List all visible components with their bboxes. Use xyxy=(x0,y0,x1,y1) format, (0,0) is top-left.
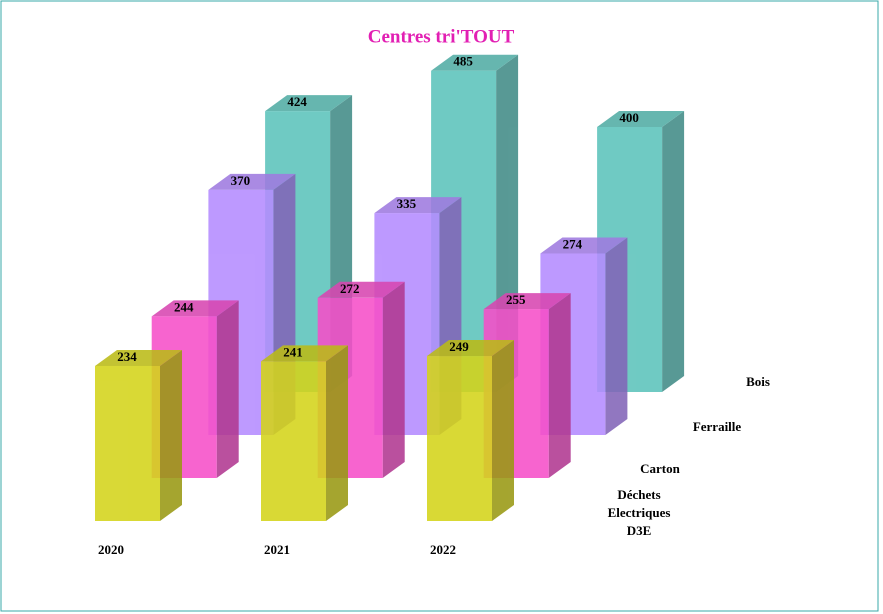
bar-top xyxy=(265,95,353,112)
value-label: 272 xyxy=(340,281,360,296)
bar-side xyxy=(605,237,628,435)
bar-side xyxy=(160,349,182,521)
bar-side xyxy=(216,300,239,478)
chart-title: Centres tri'TOUT xyxy=(368,26,515,47)
value-label: 370 xyxy=(231,173,251,188)
bar-3d xyxy=(95,349,182,521)
bar-3d xyxy=(261,345,348,521)
x-tick-label: 2022 xyxy=(430,542,456,557)
value-label: 274 xyxy=(563,236,583,251)
legend-label: Déchets Electriques D3E xyxy=(608,487,671,538)
value-label: 249 xyxy=(449,339,469,354)
bar-side xyxy=(492,340,514,521)
bar-top xyxy=(427,340,514,357)
legend-label: Bois xyxy=(746,374,770,389)
bar-3d xyxy=(427,340,514,521)
value-label: 241 xyxy=(283,344,303,359)
bar xyxy=(95,365,160,521)
value-label: 424 xyxy=(287,94,307,109)
bar-side xyxy=(382,281,405,478)
bar-top xyxy=(597,111,685,127)
legend-label: Carton xyxy=(640,461,680,476)
value-label: 485 xyxy=(453,54,473,69)
bar-top xyxy=(208,173,296,190)
value-label: 244 xyxy=(174,299,194,314)
bar-3d xyxy=(317,281,405,478)
bar-side xyxy=(326,345,348,521)
bar-top xyxy=(431,54,519,71)
bar xyxy=(261,361,326,521)
x-tick-label: 2021 xyxy=(264,542,290,557)
bar-side xyxy=(548,293,571,478)
bar-top xyxy=(374,197,462,214)
bar-top xyxy=(540,237,628,254)
bar-side xyxy=(662,111,685,392)
legend-label: Ferraille xyxy=(693,419,742,434)
value-label: 335 xyxy=(397,196,417,211)
bar-top xyxy=(483,293,571,310)
value-label: 234 xyxy=(117,349,137,364)
value-label: 255 xyxy=(506,292,526,307)
value-label: 400 xyxy=(619,110,639,125)
bar-top xyxy=(151,300,239,317)
bar-top xyxy=(95,349,182,366)
bar xyxy=(427,356,492,521)
bar-top xyxy=(261,345,348,362)
x-tick-label: 2020 xyxy=(98,542,124,557)
bar-top xyxy=(317,281,405,298)
